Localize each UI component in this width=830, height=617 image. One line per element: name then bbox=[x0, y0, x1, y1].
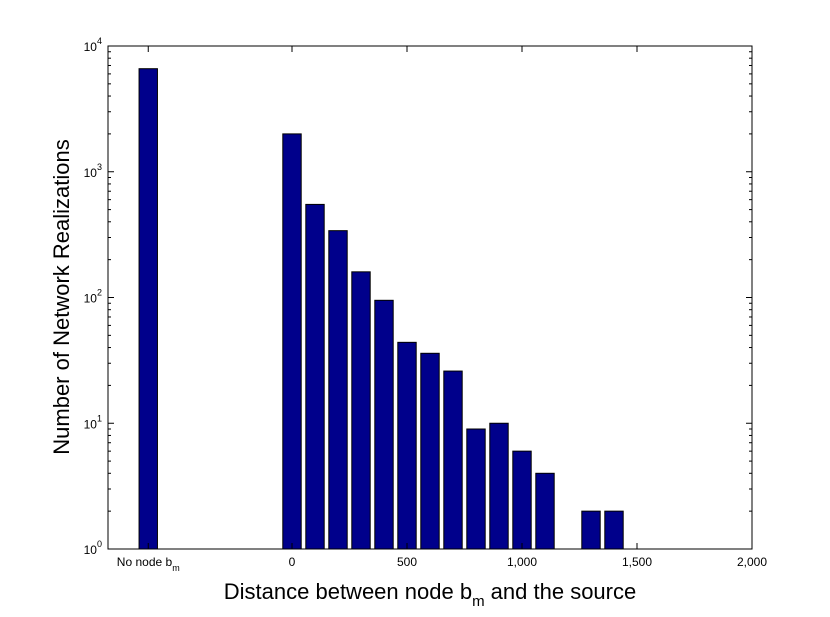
bar-14 bbox=[581, 510, 601, 550]
x-tick-label-1: 0 bbox=[289, 555, 296, 569]
y-tick-label-4: 104 bbox=[84, 36, 102, 54]
bar-2 bbox=[305, 203, 325, 550]
x-axis-title: Distance between node bm and the source bbox=[224, 579, 636, 610]
bar-7 bbox=[420, 352, 440, 550]
y-tick-label-2: 102 bbox=[84, 288, 102, 306]
bar-5 bbox=[374, 299, 394, 550]
bar-12 bbox=[535, 472, 555, 550]
y-axis-title: Number of Network Realizations bbox=[49, 139, 74, 454]
y-tick-label-3: 103 bbox=[84, 162, 102, 180]
bars-group bbox=[138, 68, 624, 550]
bar-9 bbox=[466, 428, 486, 550]
bar-11 bbox=[512, 450, 532, 550]
x-tick-label-0: No node bm bbox=[117, 555, 180, 573]
bar-10 bbox=[489, 422, 509, 550]
x-tick-label-4: 1,500 bbox=[622, 555, 652, 569]
bar-6 bbox=[397, 341, 417, 550]
bar-8 bbox=[443, 370, 463, 550]
bar-4 bbox=[351, 271, 371, 550]
x-tick-label-3: 1,000 bbox=[507, 555, 537, 569]
bar-15 bbox=[604, 510, 624, 550]
x-tick-label-5: 2,000 bbox=[737, 555, 767, 569]
x-tick-label-2: 500 bbox=[397, 555, 417, 569]
y-tick-label-1: 101 bbox=[84, 413, 102, 431]
bar-0 bbox=[138, 68, 158, 550]
bar-1 bbox=[282, 133, 302, 550]
y-tick-label-0: 100 bbox=[84, 539, 102, 557]
bar-3 bbox=[328, 230, 348, 550]
